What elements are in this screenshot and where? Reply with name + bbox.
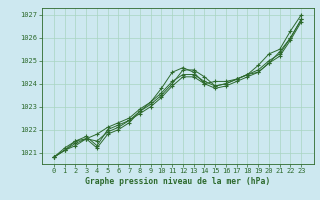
X-axis label: Graphe pression niveau de la mer (hPa): Graphe pression niveau de la mer (hPa)	[85, 177, 270, 186]
